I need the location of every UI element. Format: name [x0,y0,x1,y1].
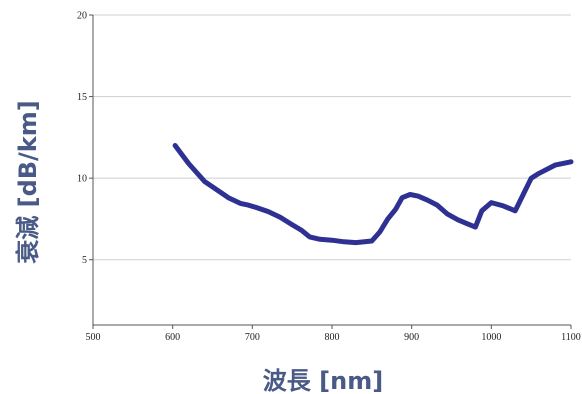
x-tick-label: 600 [165,332,180,343]
gridlines [93,14,571,261]
series-line-attenuation [172,143,574,246]
x-tick-labels: 500 600 700 800 900 1000 1100 [86,325,581,343]
y-tick-label: 10 [77,174,87,185]
x-tick-label: 500 [86,332,101,343]
y-tick-label: 15 [77,92,87,103]
x-axis-title: 波長 [nm] [263,367,383,394]
x-tick-label: 900 [404,332,419,343]
y-tick-label: 5 [82,255,87,266]
x-tick-label: 1000 [481,332,501,343]
y-axis-title: 衰減 [dB/km] [14,100,42,265]
x-tick-label: 700 [245,332,260,343]
x-tick-label: 1100 [561,332,581,343]
y-tick-label: 20 [77,11,87,22]
x-tick-label: 800 [325,332,340,343]
y-tick-labels: 5 10 15 20 [77,11,93,266]
